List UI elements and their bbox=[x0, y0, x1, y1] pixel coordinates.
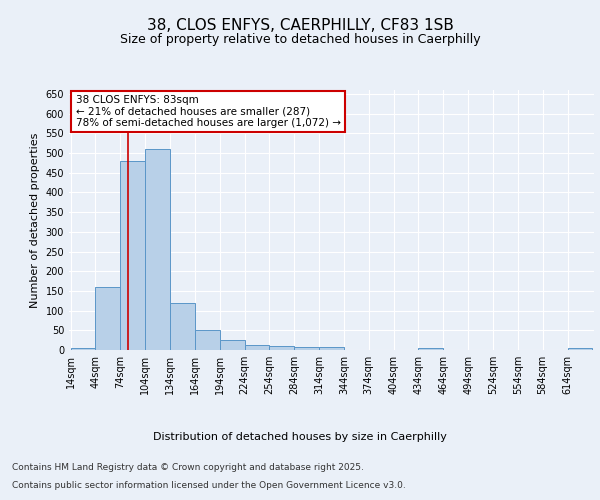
Text: Distribution of detached houses by size in Caerphilly: Distribution of detached houses by size … bbox=[153, 432, 447, 442]
Bar bbox=[294, 347, 319, 350]
Bar bbox=[145, 149, 170, 350]
Bar bbox=[245, 346, 269, 350]
Bar bbox=[418, 348, 443, 350]
Text: Contains public sector information licensed under the Open Government Licence v3: Contains public sector information licen… bbox=[12, 481, 406, 490]
Bar bbox=[95, 287, 121, 350]
Bar bbox=[568, 348, 592, 350]
Bar bbox=[319, 347, 344, 350]
Bar bbox=[195, 330, 220, 350]
Bar bbox=[269, 346, 294, 350]
Text: 38, CLOS ENFYS, CAERPHILLY, CF83 1SB: 38, CLOS ENFYS, CAERPHILLY, CF83 1SB bbox=[146, 18, 454, 32]
Text: Contains HM Land Registry data © Crown copyright and database right 2025.: Contains HM Land Registry data © Crown c… bbox=[12, 464, 364, 472]
Text: Size of property relative to detached houses in Caerphilly: Size of property relative to detached ho… bbox=[119, 32, 481, 46]
Text: 38 CLOS ENFYS: 83sqm
← 21% of detached houses are smaller (287)
78% of semi-deta: 38 CLOS ENFYS: 83sqm ← 21% of detached h… bbox=[76, 94, 341, 128]
Bar bbox=[71, 348, 95, 350]
Bar bbox=[220, 340, 245, 350]
Bar bbox=[121, 161, 145, 350]
Bar bbox=[170, 302, 195, 350]
Y-axis label: Number of detached properties: Number of detached properties bbox=[30, 132, 40, 308]
